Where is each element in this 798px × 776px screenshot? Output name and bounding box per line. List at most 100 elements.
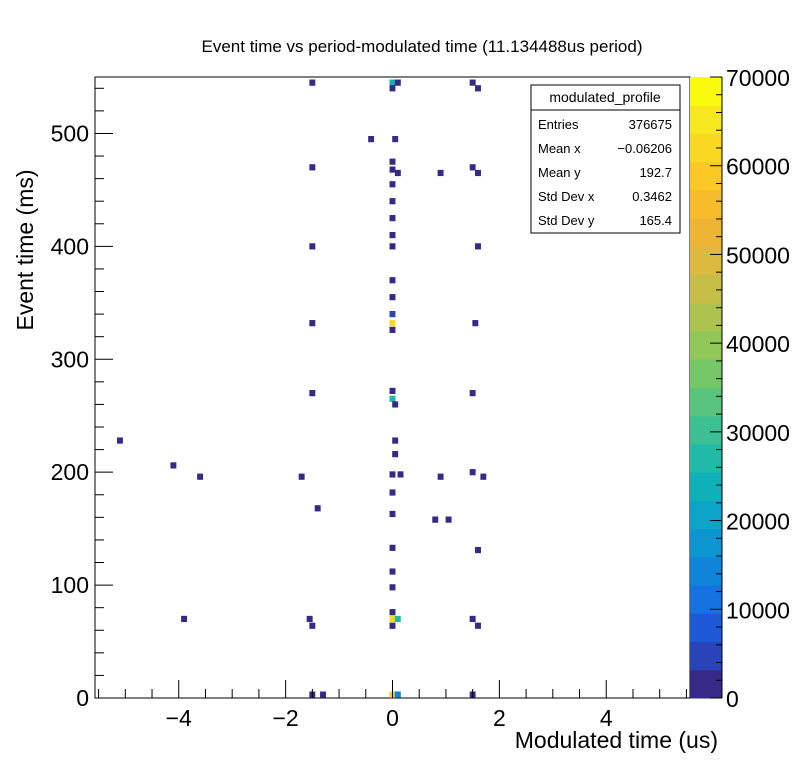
- y-tick-label: 0: [76, 685, 89, 711]
- heatmap-cell: [394, 615, 401, 623]
- heatmap-cell: [389, 181, 396, 188]
- stats-box: modulated_profile Entries 376675 Mean x −0.…: [530, 84, 681, 234]
- heatmap-cell: [389, 85, 396, 92]
- color-scale-swatch: [690, 77, 722, 106]
- heatmap-cell: [469, 615, 476, 623]
- heatmap-cell: [469, 469, 476, 476]
- heatmap-cell: [392, 136, 399, 143]
- heatmap-cell: [170, 462, 177, 469]
- color-scale-tick-label: 30000: [726, 420, 790, 446]
- heatmap-cell: [309, 79, 316, 86]
- color-scale-tick-label: 10000: [726, 597, 790, 623]
- stats-row-label: Mean x: [538, 141, 581, 156]
- y-axis-label: Event time (ms): [12, 169, 38, 330]
- heatmap-cell: [309, 243, 316, 250]
- color-scale-swatch: [690, 161, 722, 191]
- stats-row-label: Mean y: [538, 165, 581, 180]
- x-tick-label: 0: [386, 705, 399, 731]
- heatmap-cell: [389, 231, 396, 239]
- heatmap-cell: [181, 615, 188, 623]
- stats-row-value: 165.4: [639, 213, 672, 228]
- heatmap-cell: [394, 169, 401, 177]
- heatmap-cell: [389, 544, 396, 551]
- heatmap-cell: [392, 437, 399, 444]
- stats-row-value: −0.06206: [617, 141, 672, 156]
- color-scale-swatch: [690, 246, 722, 276]
- y-tick-label: 500: [51, 120, 89, 146]
- color-scale-swatch: [690, 443, 722, 473]
- heatmap-cell: [389, 609, 396, 616]
- heatmap-cell: [309, 164, 316, 171]
- heatmap-cell: [389, 166, 396, 173]
- color-scale: 0 10000 20000 30000 40000 50000 60000 70000: [690, 65, 790, 712]
- heatmap-cell: [469, 390, 476, 397]
- heatmap-cell: [445, 516, 452, 523]
- heatmap-cell: [389, 387, 396, 394]
- y-tick-label: 400: [51, 233, 89, 259]
- heatmap-cell: [116, 437, 123, 444]
- heatmap-cell: [475, 622, 481, 629]
- x-tick-label: −2: [273, 705, 299, 731]
- heatmap-cell: [397, 471, 404, 478]
- heatmap-cell: [437, 473, 444, 480]
- stats-row-label: Entries: [538, 117, 579, 132]
- heatmap-cell: [197, 473, 204, 480]
- y-tick-label: 100: [51, 572, 89, 598]
- heatmap-cell: [432, 516, 439, 523]
- heatmap-cell: [389, 489, 396, 496]
- color-scale-swatch: [690, 189, 722, 219]
- color-scale-swatch: [690, 302, 722, 332]
- heatmap-cell: [309, 390, 316, 397]
- color-scale-swatch: [690, 528, 722, 558]
- heatmap-cell: [472, 320, 479, 327]
- heatmap-cell: [392, 451, 399, 458]
- color-scale-swatch: [690, 218, 722, 247]
- color-scale-tick-label: 70000: [726, 65, 790, 91]
- color-scale-swatch: [690, 641, 722, 671]
- stats-row-value: 0.3462: [632, 189, 672, 204]
- heatmap-cell: [389, 395, 396, 402]
- color-scale-swatch: [690, 274, 722, 304]
- heatmap-cell: [394, 79, 401, 86]
- heatmap-cell: [389, 320, 396, 327]
- heatmap-cell: [389, 510, 396, 518]
- heatmap-cell: [389, 215, 396, 222]
- x-tick-label: 2: [493, 705, 506, 731]
- heatmap-cell: [469, 79, 476, 86]
- heatmap-cell: [389, 79, 396, 86]
- heatmap-cell: [389, 198, 396, 205]
- y-tick-label: 300: [51, 346, 89, 372]
- stats-row-value: 376675: [629, 117, 672, 132]
- y-tick-label: 200: [51, 459, 89, 485]
- color-scale-swatch: [690, 556, 722, 586]
- color-scale-swatch: [690, 387, 722, 417]
- heatmap-cell: [389, 326, 396, 334]
- stats-box-title: modulated_profile: [549, 89, 661, 105]
- heatmap-cell: [389, 294, 396, 301]
- heatmap-cell: [475, 546, 481, 554]
- color-scale-swatch: [690, 500, 722, 530]
- x-axis-label: Modulated time (us): [515, 727, 718, 753]
- heatmap-cell: [309, 320, 316, 327]
- stats-row-value: 192.7: [639, 165, 672, 180]
- heatmap-cell: [389, 311, 396, 318]
- axes: −4 −2 0 2 4 0 100 200 300 400 500: [51, 87, 687, 731]
- heatmap-cells: [116, 79, 487, 698]
- color-scale-swatch: [690, 331, 722, 360]
- heatmap-cell: [480, 473, 487, 480]
- heatmap-cell: [389, 622, 396, 629]
- color-scale-swatch: [690, 359, 722, 388]
- heatmap-cell: [309, 622, 316, 629]
- color-scale-swatch: [690, 669, 722, 699]
- heatmap-cell: [475, 169, 481, 177]
- heatmap-cell: [298, 473, 305, 480]
- color-scale-tick-label: 60000: [726, 154, 790, 180]
- heatmap-cell: [389, 615, 396, 623]
- heatmap-cell: [389, 584, 396, 591]
- stats-row-label: Std Dev x: [538, 189, 595, 204]
- color-scale-swatch: [690, 415, 722, 445]
- heatmap-cell: [437, 169, 444, 177]
- color-scale-tick-label: 20000: [726, 509, 790, 535]
- heatmap-cell: [475, 243, 481, 250]
